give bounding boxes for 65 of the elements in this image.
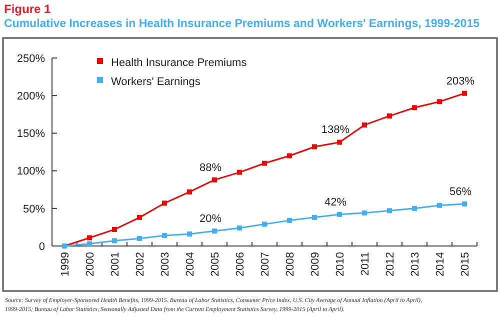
x-tick-label: 2012 <box>384 252 396 276</box>
point <box>312 214 317 220</box>
y-tick-label: 50% <box>22 203 46 216</box>
point <box>137 236 142 241</box>
x-tick-label: 2010 <box>334 252 346 276</box>
data-label: 42% <box>324 196 347 208</box>
x-tick-label: 2002 <box>134 252 146 276</box>
point <box>437 99 442 104</box>
y-tick-label: 200% <box>16 90 46 102</box>
point <box>362 122 367 128</box>
x-tick-label: 2006 <box>234 252 246 276</box>
point <box>212 177 217 182</box>
point <box>287 153 292 158</box>
point <box>362 210 367 216</box>
data-label: 203% <box>446 75 475 88</box>
point <box>87 235 92 240</box>
point <box>387 113 392 118</box>
legend-label: Health Insurance Premiums <box>111 56 248 69</box>
point <box>462 90 467 96</box>
point <box>112 226 117 232</box>
x-tick-label: 2014 <box>434 252 446 276</box>
point <box>437 202 442 208</box>
point <box>137 214 142 220</box>
point <box>262 222 267 227</box>
x-tick-label: 2009 <box>310 252 322 276</box>
point <box>112 238 117 244</box>
y-tick-label: 100% <box>16 166 46 178</box>
point <box>237 170 242 175</box>
point <box>262 160 267 166</box>
y-tick-label: 150% <box>16 128 46 140</box>
point <box>287 218 292 223</box>
point <box>87 241 92 246</box>
x-tick-label: 1999 <box>60 252 72 276</box>
point <box>412 105 417 110</box>
point <box>162 200 167 206</box>
legend-label: Workers' Earnings <box>111 76 201 88</box>
point <box>337 140 342 145</box>
x-tick-label: 2015 <box>460 252 472 276</box>
point <box>387 208 392 214</box>
point <box>187 189 192 194</box>
point <box>337 212 342 217</box>
x-tick-label: 2008 <box>284 252 296 276</box>
data-label: 56% <box>449 186 472 198</box>
x-tick-label: 2004 <box>184 252 196 276</box>
point <box>312 144 317 150</box>
data-label: 138% <box>321 124 350 136</box>
x-tick-label: 2013 <box>410 252 422 276</box>
point <box>237 225 242 230</box>
x-tick-label: 2003 <box>160 252 172 276</box>
data-label: 20% <box>199 212 222 225</box>
x-tick-label: 2011 <box>360 252 372 276</box>
x-tick-label: 2007 <box>260 252 272 276</box>
point <box>187 231 192 236</box>
point <box>462 201 467 206</box>
chart-title: Figure 1 <box>4 2 51 16</box>
x-tick-label: 2005 <box>210 252 222 276</box>
point <box>162 232 167 238</box>
point <box>412 206 417 211</box>
x-tick-label: 2000 <box>84 252 96 276</box>
chart-subtitle: Cumulative Increases in Health Insurance Premiums and Workers' Earnings, 1999-2015 <box>4 18 480 30</box>
data-label: 88% <box>199 162 222 174</box>
point <box>212 228 217 234</box>
y-tick-label: 250% <box>16 52 46 65</box>
y-tick-label: 0 <box>38 240 45 253</box>
x-tick-label: 2001 <box>110 252 122 276</box>
